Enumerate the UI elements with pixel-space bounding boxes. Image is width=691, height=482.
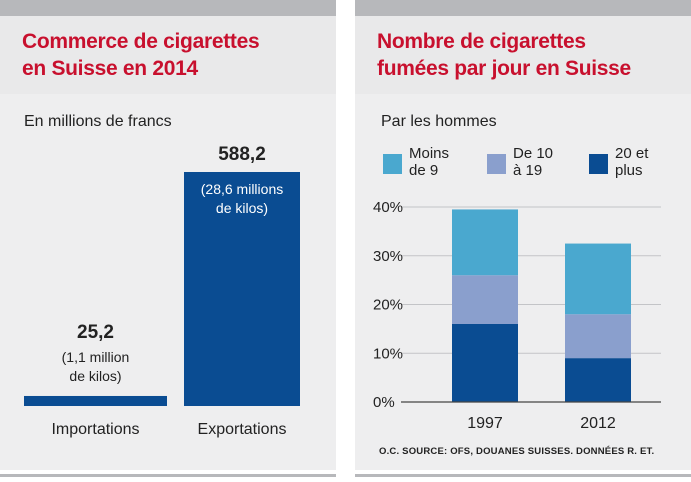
- bar-segment-2012: [565, 314, 631, 359]
- legend-swatch: [487, 154, 506, 174]
- value-note: de kilos): [69, 368, 121, 384]
- bar-segment-1997: [452, 209, 518, 276]
- title-line-2: fumées par jour en Suisse: [377, 57, 631, 80]
- legend-label: à 19: [513, 162, 542, 179]
- trade-bar-chart: Importations 25,2 (1,1 million de kilos) Exp…: [24, 144, 300, 438]
- top-bar: [0, 0, 336, 16]
- y-tick-label: 20%: [373, 297, 403, 314]
- title-line-1: Commerce de cigarettes: [22, 30, 260, 53]
- bar-segment-1997: [452, 275, 518, 324]
- category-label: Importations: [51, 421, 139, 438]
- bottom-rule: [0, 474, 336, 477]
- bar-exportations: [184, 172, 300, 406]
- chart-subtitle: En millions de francs: [24, 113, 172, 130]
- category-label: Exportations: [198, 421, 287, 438]
- bottom-rule: [355, 474, 691, 477]
- chart-body: [355, 94, 691, 470]
- legend-label: de 9: [409, 162, 438, 179]
- bar-segment-2012: [565, 243, 631, 315]
- chart-title: Commerce de cigarettes en Suisse en 2014: [22, 28, 260, 82]
- legend-label: Moins: [409, 145, 449, 162]
- top-bar: [355, 0, 691, 16]
- y-tick-label: 10%: [373, 345, 403, 362]
- legend-label: De 10: [513, 145, 553, 162]
- legend-label: 20 et: [615, 145, 649, 162]
- bar-segment-2012: [565, 358, 631, 402]
- source-note: O.C. SOURCE: OFS, DOUANES SUISSES. DONNÉ…: [379, 446, 655, 457]
- bar-importations: [24, 395, 167, 406]
- legend-swatch: [589, 154, 608, 174]
- value-label: 25,2: [77, 322, 114, 343]
- x-tick-label: 1997: [467, 415, 503, 432]
- chart-header: Nombre de cigarettes fumées par jour en …: [355, 16, 691, 94]
- value-note: (1,1 million: [62, 349, 130, 365]
- chart-header: Commerce de cigarettes en Suisse en 2014: [0, 16, 336, 94]
- legend-swatch: [383, 154, 402, 174]
- value-note: (28,6 millions: [201, 181, 283, 197]
- title-line-1: Nombre de cigarettes: [377, 30, 586, 53]
- y-tick-label: 0%: [373, 394, 395, 411]
- bar-segment-1997: [452, 324, 518, 402]
- value-note: de kilos): [216, 200, 268, 216]
- legend-label: plus: [615, 162, 643, 179]
- chart-subtitle: Par les hommes: [381, 113, 497, 130]
- value-label: 588,2: [218, 144, 266, 165]
- right-chart-panel: Nombre de cigarettes fumées par jour en …: [355, 0, 691, 482]
- left-chart-panel: Commerce de cigarettes en Suisse en 2014…: [0, 0, 336, 482]
- y-tick-label: 30%: [373, 248, 403, 265]
- x-tick-label: 2012: [580, 415, 616, 432]
- title-line-2: en Suisse en 2014: [22, 57, 198, 80]
- y-tick-label: 40%: [373, 199, 403, 216]
- chart-title: Nombre de cigarettes fumées par jour en …: [377, 28, 631, 82]
